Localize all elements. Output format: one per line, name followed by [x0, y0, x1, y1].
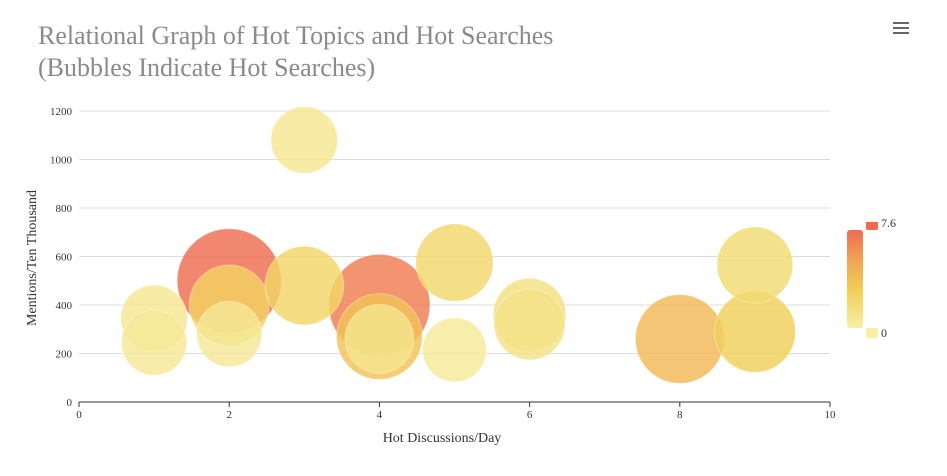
y-tick-label: 800 — [56, 203, 73, 215]
bubble-point — [264, 245, 345, 326]
x-tick-label: 4 — [377, 409, 383, 421]
menu-bar — [893, 22, 909, 24]
x-tick-label: 6 — [527, 409, 533, 421]
bubble-point — [415, 223, 494, 302]
visual-map-min-label: 0 — [881, 326, 887, 340]
menu-bar — [893, 32, 909, 34]
y-tick-label: 400 — [56, 300, 73, 312]
bubble-point — [422, 317, 487, 383]
visual-map-gradient-bar[interactable] — [847, 230, 863, 328]
x-tick-label: 0 — [76, 409, 82, 421]
y-axis-title: Mentions/Ten Thousand — [25, 190, 40, 326]
y-tick-label: 0 — [67, 397, 73, 409]
x-axis-title: Hot Discussions/Day — [383, 431, 502, 446]
y-tick-label: 200 — [56, 349, 73, 361]
chart-title: Relational Graph of Hot Topics and Hot S… — [38, 21, 554, 50]
x-tick-label: 10 — [825, 409, 837, 421]
bubble-point — [196, 300, 263, 368]
y-tick-label: 600 — [56, 252, 73, 264]
y-tick-label: 1000 — [50, 155, 73, 167]
visual-map-max-label: 7.6 — [881, 216, 896, 230]
visual-map: 7.6 0 — [847, 216, 896, 340]
x-tick-label: 2 — [226, 409, 232, 421]
hamburger-menu-icon[interactable] — [890, 18, 912, 38]
x-tick-label: 8 — [677, 409, 683, 421]
bubble-point — [120, 309, 188, 376]
bubble-point — [716, 226, 794, 304]
visual-map-max-handle[interactable] — [866, 222, 878, 230]
bubble-point — [493, 288, 566, 361]
bubble-point — [270, 106, 339, 174]
bubble-point — [634, 294, 725, 384]
axes: 0 200 400 600 800 1000 1200 0 2 4 6 8 10 — [50, 106, 836, 421]
chart-title-block: Relational Graph of Hot Topics and Hot S… — [38, 20, 553, 84]
y-tick-label: 1200 — [50, 106, 73, 118]
bubble-point — [344, 304, 415, 374]
visual-map-min-handle[interactable] — [866, 328, 878, 338]
menu-bar — [893, 27, 909, 29]
chart-subtitle: (Bubbles Indicate Hot Searches) — [38, 53, 376, 82]
bubble-series — [120, 106, 797, 384]
